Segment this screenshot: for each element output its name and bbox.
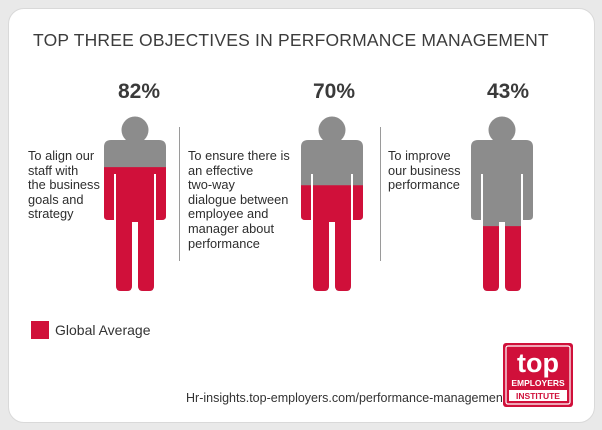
person-body-fill-1 — [104, 167, 166, 291]
category-label-1: To align our staff with the business goals … — [28, 148, 100, 222]
person-head-3 — [488, 116, 516, 144]
person-body-fill-3 — [483, 226, 521, 291]
svg-text:INSTITUTE: INSTITUTE — [516, 391, 560, 401]
value-label-2: 70% — [313, 80, 356, 103]
legend-swatch-global-average — [31, 321, 49, 339]
person-figure-1 — [104, 116, 166, 291]
person-body-fill-2 — [301, 185, 363, 291]
svg-text:EMPLOYERS: EMPLOYERS — [511, 378, 565, 388]
source-url: Hr-insights.top-employers.com/performanc… — [186, 391, 507, 405]
value-label-3: 43% — [487, 80, 530, 103]
person-body-empty-3 — [471, 140, 533, 291]
person-figure-3 — [471, 116, 533, 291]
value-label-1: 82% — [118, 80, 161, 103]
person-head-1 — [121, 116, 149, 144]
divider-2 — [380, 127, 381, 261]
top-employers-logo: top EMPLOYERS INSTITUTE — [503, 343, 573, 407]
chart-title: TOP THREE OBJECTIVES IN PERFORMANCE MANA… — [33, 30, 549, 50]
svg-text:top: top — [517, 348, 559, 378]
person-head-2 — [318, 116, 346, 144]
legend-label-global-average: Global Average — [55, 322, 151, 338]
divider-1 — [179, 127, 180, 261]
person-figure-2 — [301, 116, 363, 291]
category-label-3: To improve our business performance — [388, 148, 461, 193]
category-label-2: To ensure there is an effective two-way dia… — [188, 148, 290, 251]
